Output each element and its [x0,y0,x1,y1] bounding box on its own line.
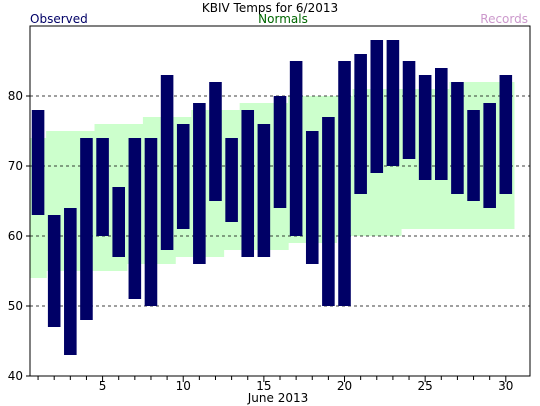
observed-bar-day-8 [144,138,158,306]
observed-bar-day-27 [451,82,464,194]
observed-bars [31,40,513,355]
observed-bar-day-11 [193,103,206,264]
observed-bar-day-16 [273,96,287,208]
x-tick-label-5: 5 [99,379,107,393]
observed-bar-day-2 [47,215,61,327]
y-tick-label-60: 60 [8,229,23,243]
observed-bar-day-15 [257,124,271,257]
legend-records: Records [480,12,528,26]
observed-bar-day-4 [80,138,93,320]
observed-bar-day-29 [483,103,496,208]
y-tick-label-70: 70 [8,159,23,173]
axes: 40 50 60 70 80 5 10 15 20 25 30 [8,89,514,393]
observed-bar-day-24 [402,61,416,159]
observed-bar-day-18 [305,131,319,264]
y-tick-label-40: 40 [8,369,23,383]
observed-bar-day-9 [160,75,174,250]
observed-bar-day-21 [354,54,367,194]
observed-bar-day-6 [112,187,125,257]
legend-observed: Observed [30,12,88,26]
observed-bar-day-22 [370,40,384,173]
observed-bar-day-1 [31,110,45,215]
x-tick-label-10: 10 [176,379,191,393]
observed-bar-day-14 [241,110,255,257]
observed-bar-day-25 [418,75,432,180]
observed-bar-day-3 [64,208,77,355]
y-tick-label-50: 50 [8,299,23,313]
observed-bar-day-19 [322,117,335,306]
observed-bar-day-17 [289,61,303,236]
y-tick-label-80: 80 [8,89,23,103]
observed-bar-day-26 [435,68,448,180]
observed-bar-day-10 [176,124,190,229]
observed-bar-day-12 [209,82,222,201]
x-tick-label-30: 30 [498,379,513,393]
observed-bar-day-30 [499,75,513,194]
x-tick-label-20: 20 [337,379,352,393]
observed-bar-day-28 [467,110,480,201]
observed-bar-day-23 [386,40,400,166]
legend-normals: Normals [258,12,308,26]
x-axis-label: June 2013 [247,391,309,405]
x-tick-label-15: 15 [256,379,271,393]
observed-bar-day-7 [128,138,142,299]
observed-bar-day-5 [96,138,109,236]
observed-bar-day-13 [225,138,238,222]
x-tick-label-25: 25 [418,379,433,393]
observed-bar-day-20 [338,61,351,306]
chart-title: KBIV Temps for 6/2013 [202,1,338,15]
